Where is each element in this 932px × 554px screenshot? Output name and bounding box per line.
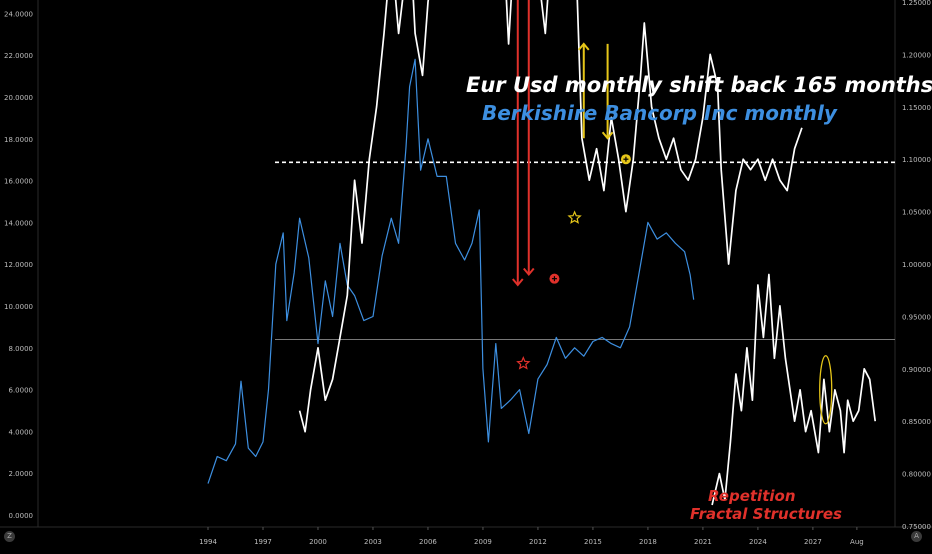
scale-toggle-button[interactable]: Z bbox=[4, 531, 15, 542]
left-axis-tick-label: 2.0000 bbox=[9, 470, 34, 478]
left-axis-tick-label: 24.0000 bbox=[4, 10, 33, 18]
x-axis-tick-label: 2006 bbox=[419, 538, 437, 546]
right-axis-tick-label: 1.00000 bbox=[902, 261, 931, 269]
left-axis-tick-label: 8.0000 bbox=[9, 345, 34, 353]
right-axis-tick-label: 0.75000 bbox=[902, 523, 931, 531]
x-axis-tick-label: 2012 bbox=[529, 538, 547, 546]
left-axis-tick-label: 20.0000 bbox=[4, 94, 33, 102]
series-line-white-1 bbox=[298, 0, 803, 433]
arrow-marker-yellow-head bbox=[577, 42, 590, 51]
x-axis-tick-label: 1994 bbox=[199, 538, 217, 546]
x-axis-tick-label: 2024 bbox=[749, 538, 767, 546]
markers-layer bbox=[512, 0, 833, 425]
arrow-marker-red-head bbox=[512, 278, 524, 287]
annotation-repetition: Repetition bbox=[708, 487, 796, 505]
auto-scale-button[interactable]: A bbox=[911, 531, 922, 542]
right-axis-tick-label: 1.20000 bbox=[902, 51, 931, 59]
x-axis-tick-label: 2021 bbox=[694, 538, 712, 546]
x-axis-tick-label: Aug bbox=[850, 538, 864, 546]
x-axis-tick-label: 2027 bbox=[804, 538, 822, 546]
right-axis-tick-label: 0.85000 bbox=[902, 418, 931, 426]
arrow-marker-yellow-head bbox=[601, 131, 614, 140]
ellipse-marker-yellow bbox=[819, 355, 833, 425]
left-axis-tick-label: 10.0000 bbox=[4, 303, 33, 311]
right-axis-tick-label: 0.80000 bbox=[902, 471, 931, 479]
right-axis-tick-label: 1.10000 bbox=[902, 156, 931, 164]
star-marker-red bbox=[516, 356, 531, 370]
arrow-marker-red-head bbox=[523, 267, 535, 277]
x-axis-tick-label: 2000 bbox=[309, 538, 327, 546]
left-axis-tick-label: 16.0000 bbox=[4, 178, 33, 186]
star-marker-yellow bbox=[567, 210, 582, 224]
left-axis-tick-label: 14.0000 bbox=[4, 219, 33, 227]
x-axis-tick-label: 1997 bbox=[254, 538, 272, 546]
series-line-blue-0 bbox=[207, 58, 695, 484]
series-line-white-2 bbox=[711, 273, 877, 506]
right-axis-tick-label: 1.15000 bbox=[902, 104, 931, 112]
annotation-fractal-structures: Fractal Structures bbox=[690, 505, 842, 523]
x-axis-tick-label: 2003 bbox=[364, 538, 382, 546]
left-axis-tick-label: 18.0000 bbox=[4, 136, 33, 144]
right-axis-tick-label: 0.90000 bbox=[902, 366, 931, 374]
x-axis-tick-label: 2018 bbox=[639, 538, 657, 546]
chart-title: Eur Usd monthly shift back 165 months bbox=[466, 73, 932, 97]
chart-subtitle: Berkishire Bancorp Inc monthly bbox=[482, 101, 837, 125]
right-axis-tick-label: 0.95000 bbox=[902, 313, 931, 321]
left-axis-tick-label: 22.0000 bbox=[4, 52, 33, 60]
left-axis-tick-label: 12.0000 bbox=[4, 261, 33, 269]
series-layer bbox=[207, 0, 877, 506]
right-axis-tick-label: 1.05000 bbox=[902, 209, 931, 217]
right-axis-tick-label: 1.25000 bbox=[902, 0, 931, 7]
x-axis-tick-label: 2015 bbox=[584, 538, 602, 546]
x-axis-tick-label: 2009 bbox=[474, 538, 492, 546]
left-axis-tick-label: 0.0000 bbox=[9, 512, 34, 520]
left-axis-tick-label: 4.0000 bbox=[9, 428, 34, 436]
left-axis-tick-label: 6.0000 bbox=[9, 387, 34, 395]
